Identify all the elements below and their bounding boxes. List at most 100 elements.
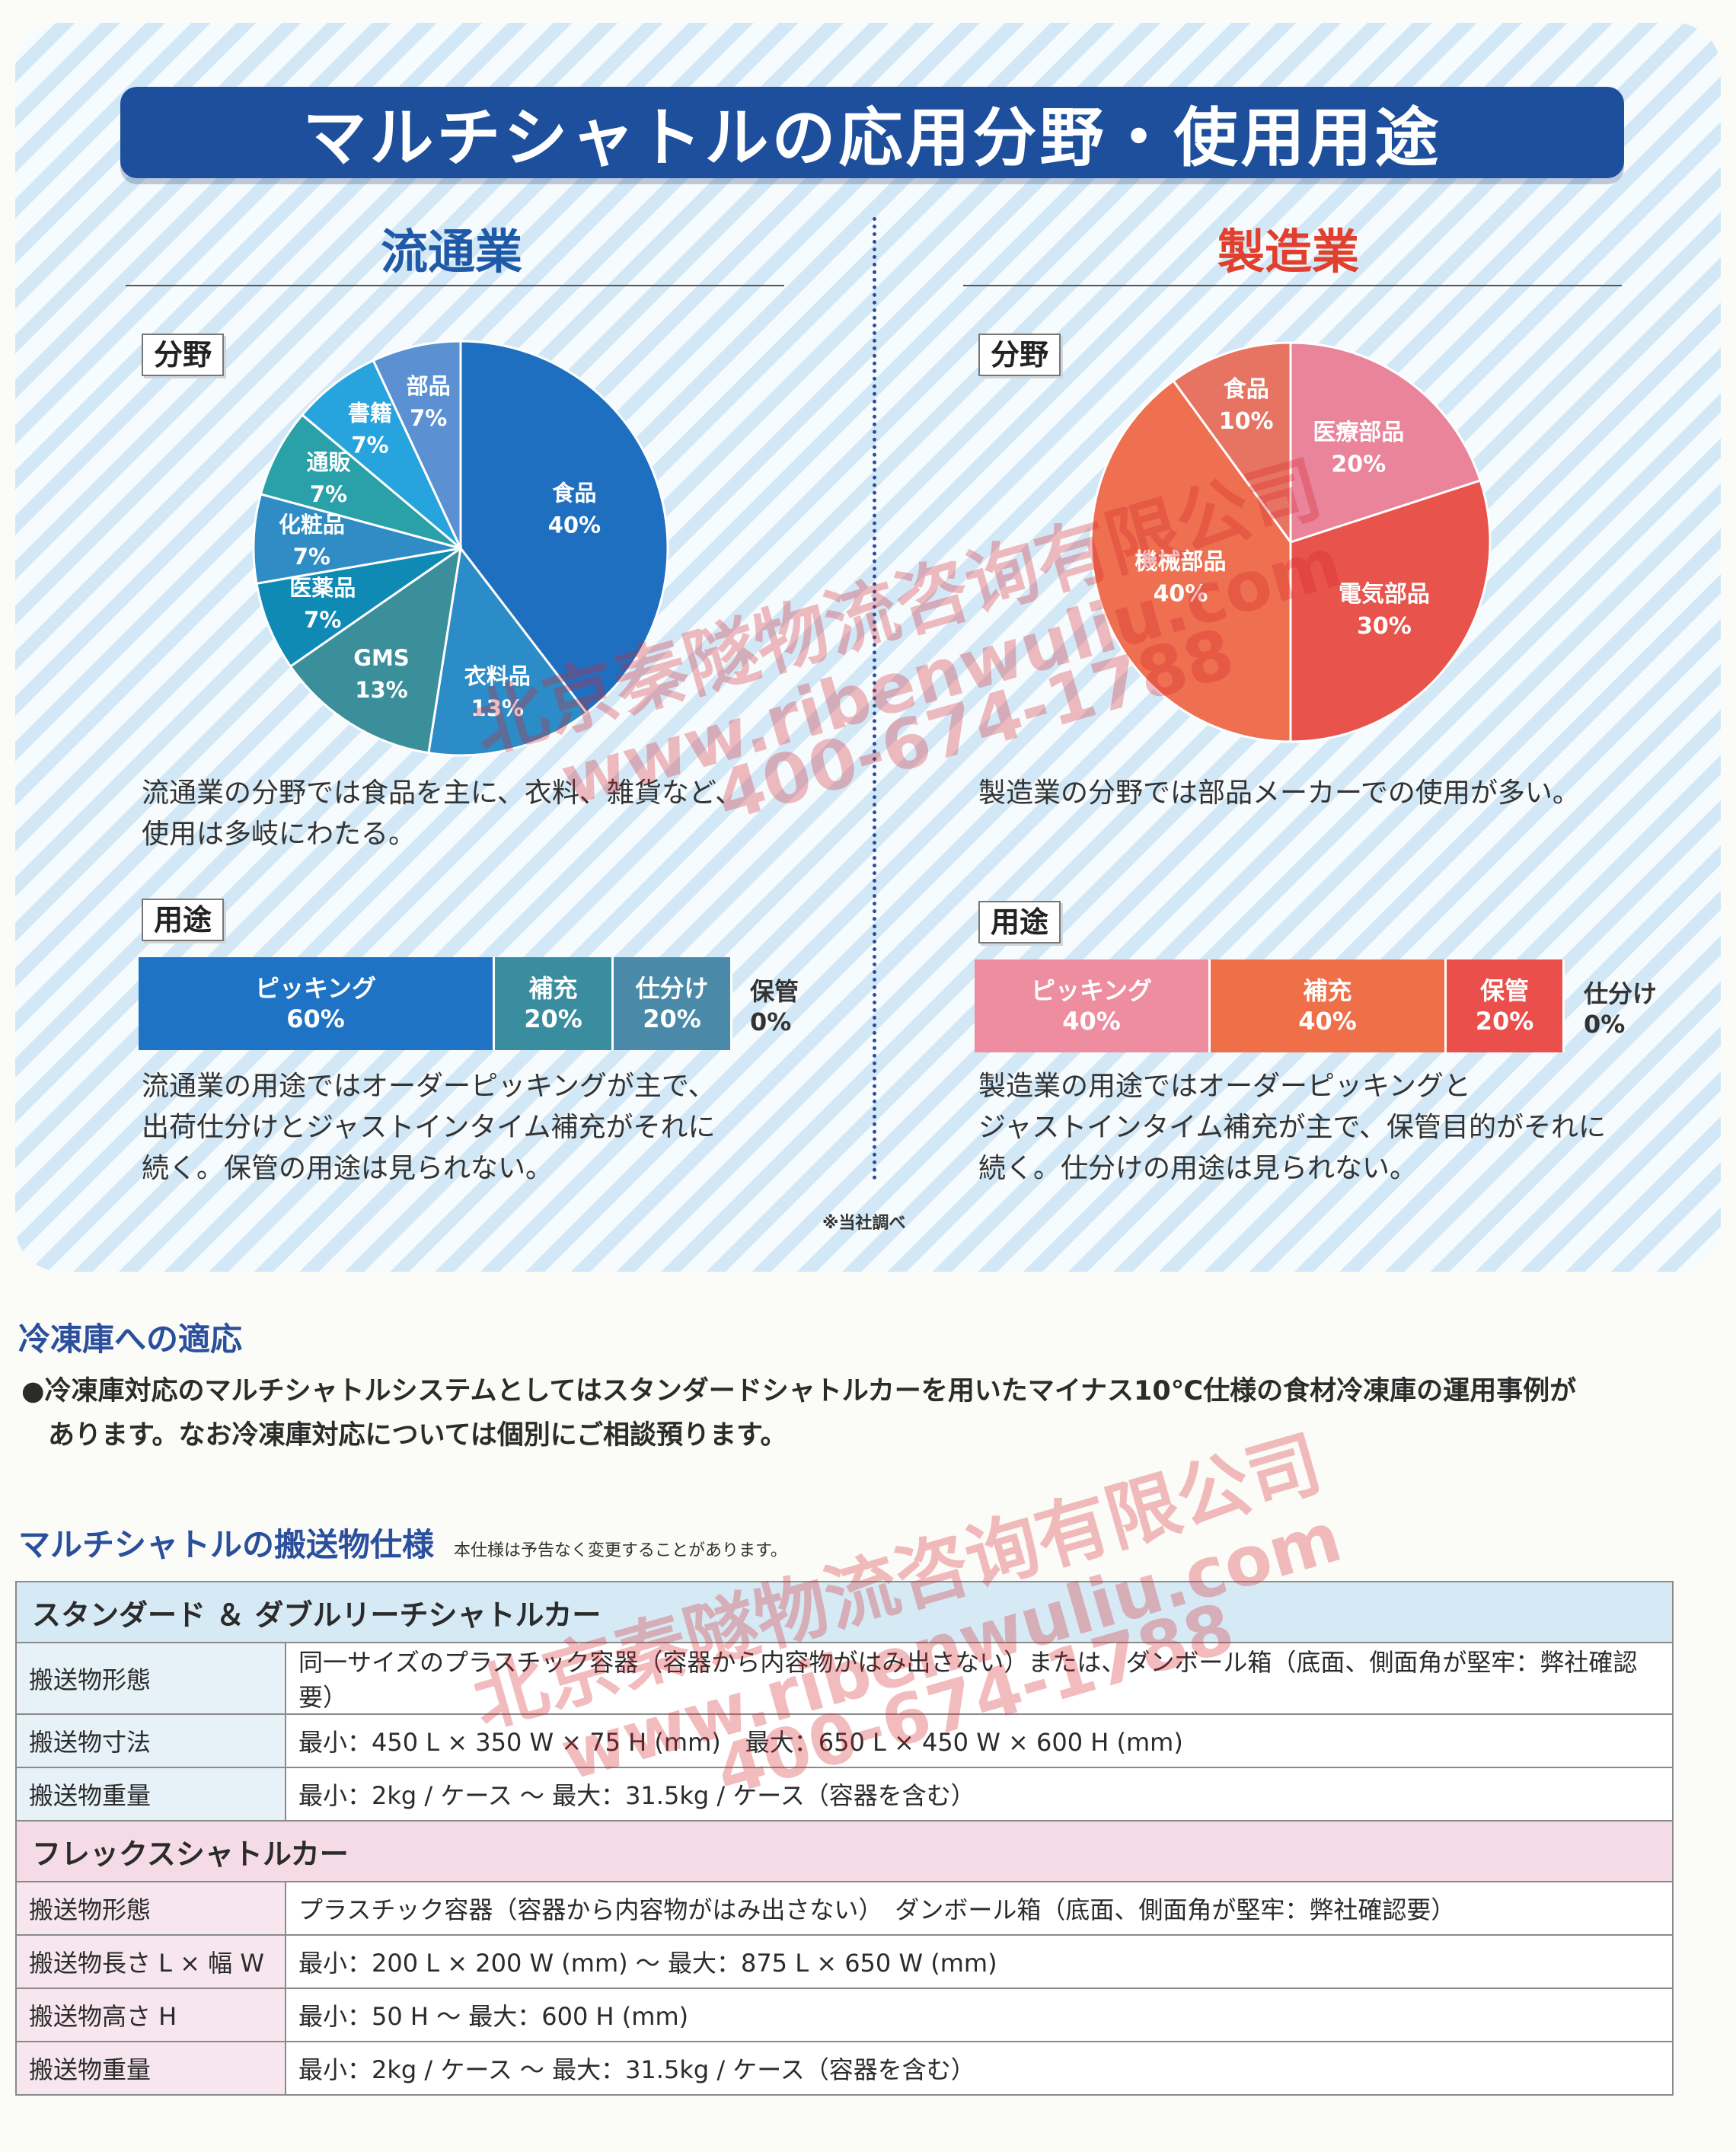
distribution-pie-slice-value: 40% (548, 512, 601, 538)
distribution-pie-slice (255, 547, 461, 669)
manufacturing-description: 製造業の分野では部品メーカーでの使用が多い。 (978, 773, 1580, 814)
distribution-pie-slice-label: 書籍 (348, 400, 392, 426)
manufacturing-use-description-line: ジャストインタイム補充が主で、保管目的がそれに (978, 1112, 1607, 1143)
spec-row-value: 最小：2kg / ケース 〜 最大：31.5kg / ケース（容器を含む） (285, 2041, 1674, 2096)
spec-row-label: 搬送物寸法 (15, 1713, 286, 1768)
spec-row-value: 最小：50 H 〜 最大：600 H (mm) (285, 1988, 1674, 2042)
distribution-pie-slice-label: 通販 (306, 449, 351, 475)
manufacturing-heading: 製造業 (1217, 224, 1359, 279)
manufacturing-bar-outside-label: 仕分け 0% (1584, 979, 1657, 1039)
distribution-use-description-line: 続く。保管の用途は見られない。 (142, 1153, 554, 1184)
spec-group-header: スタンダード ＆ ダブルリーチシャトルカー (15, 1581, 1674, 1643)
manufacturing-usage-bar: ピッキング 40% 補充 40% 保管 20% (975, 959, 1565, 1052)
manufacturing-pie-slice (1289, 479, 1492, 743)
distribution-rule (126, 285, 784, 286)
manufacturing-pie-slice-value: 40% (1154, 580, 1208, 607)
spec-group-header: フレックスシャトルカー (15, 1820, 1674, 1882)
manufacturing-bar-segment: 保管 20% (1447, 959, 1565, 1052)
distribution-bar-segment-label: 補充 (528, 974, 578, 1003)
distribution-pie-slice-label: 食品 (552, 480, 596, 506)
manufacturing-bar-outside-value: 0% (1584, 1010, 1626, 1039)
freezer-text: ●冷凍庫対応のマルチシャトルシステムとしてはスタンダードシャトルカーを用いたマイ… (21, 1369, 1576, 1458)
manufacturing-pie-slice-label: 機械部品 (1134, 548, 1226, 575)
spec-row-value: 最小：200 L × 200 W (mm) 〜 最大：875 L × 650 W… (285, 1934, 1674, 1989)
manufacturing-pie-slice-label: 食品 (1224, 376, 1269, 403)
distribution-heading: 流通業 (380, 224, 522, 279)
manufacturing-pie-chart: 医療部品 20% 電気部品 30% 機械部品 40% 食品 10% (1090, 341, 1492, 743)
manufacturing-use-description-line: 続く。仕分けの用途は見られない。 (978, 1153, 1418, 1184)
spec-row-label: 搬送物重量 (15, 2041, 286, 2096)
distribution-pie-slice (300, 359, 462, 550)
manufacturing-pie-slice-label: 医療部品 (1313, 420, 1404, 446)
distribution-use-tag: 用途 (142, 899, 225, 941)
distribution-use-description-line: 流通業の用途ではオーダーピッキングが主で、 (142, 1071, 716, 1102)
manufacturing-pie-slice-value: 10% (1219, 408, 1274, 435)
spec-row: 搬送物形態 プラスチック容器（容器から内容物がはみ出さない） ダンボール箱（底面、… (15, 1881, 1674, 1936)
manufacturing-description-line: 製造業の分野では部品メーカーでの使用が多い。 (978, 777, 1580, 809)
distribution-description-line: 使用は多岐にわたる。 (142, 819, 416, 850)
distribution-bar-segment-value: 60% (286, 1004, 345, 1033)
manufacturing-bar-segment-label: 保管 (1479, 976, 1529, 1005)
distribution-description: 流通業の分野では食品を主に、衣料、雑貨など、 使用は多岐にわたる。 (142, 773, 742, 855)
distribution-pie-slice-value: 7% (293, 544, 330, 570)
distribution-pie-slice (252, 493, 461, 586)
distribution-use-description: 流通業の用途ではオーダーピッキングが主で、 出荷仕分けとジャストインタイム補充が… (142, 1066, 715, 1189)
manufacturing-use-description-line: 製造業の用途ではオーダーピッキングと (978, 1071, 1471, 1102)
spec-row: 搬送物高さ H 最小：50 H 〜 最大：600 H (mm) (15, 1988, 1674, 2042)
distribution-pie-slice-value: 7% (310, 481, 347, 507)
distribution-usage-bar: ピッキング 60% 補充 20% 仕分け 20% (139, 957, 732, 1050)
manufacturing-pie-slice (1171, 341, 1292, 546)
manufacturing-rule (963, 285, 1622, 286)
manufacturing-pie-slice (1090, 378, 1292, 743)
spec-row-value: 最小：450 L × 350 W × 75 H (mm) 最大：650 L × … (285, 1713, 1674, 1768)
distribution-bar-segment-value: 20% (524, 1004, 582, 1033)
distribution-pie-slice-value: 7% (304, 607, 341, 633)
spec-row-label: 搬送物形態 (15, 1642, 286, 1715)
manufacturing-bar-outside-name: 仕分け (1584, 979, 1658, 1008)
spec-row-value: 同一サイズのプラスチック容器（容器から内容物がはみ出さない）または、ダンボール箱… (285, 1642, 1674, 1715)
distribution-bar-segment-label: ピッキング (254, 974, 377, 1003)
page-title: マルチシャトルの応用分野・使用用途 (120, 87, 1624, 178)
spec-row: 搬送物重量 最小：2kg / ケース 〜 最大：31.5kg / ケース（容器を含… (15, 2041, 1674, 2096)
distribution-pie-slice (372, 340, 462, 549)
distribution-bar-outside-name: 保管 (750, 977, 799, 1006)
distribution-pie-slice-label: 衣料品 (464, 663, 531, 689)
distribution-pie-slice (259, 413, 461, 550)
column-divider (873, 217, 876, 1180)
spec-row: 搬送物長さ L × 幅 W 最小：200 L × 200 W (mm) 〜 最大：… (15, 1934, 1674, 1989)
manufacturing-pie-slice (1289, 341, 1482, 544)
manufacturing-bar-segment-value: 40% (1298, 1007, 1357, 1036)
spec-row-label: 搬送物重量 (15, 1767, 286, 1822)
distribution-bar-outside-value: 0% (750, 1007, 792, 1036)
distribution-bar-segment-value: 20% (643, 1004, 701, 1033)
distribution-bar-segment: 仕分け 20% (614, 957, 732, 1050)
spec-row-value: プラスチック容器（容器から内容物がはみ出さない） ダンボール箱（底面、側面角が堅… (285, 1881, 1674, 1936)
spec-table: スタンダード ＆ ダブルリーチシャトルカー 搬送物形態 同一サイズのプラスチック容器… (15, 1581, 1674, 2096)
distribution-pie-slice (459, 340, 669, 715)
spec-heading-text: マルチシャトルの搬送物仕様 (18, 1526, 435, 1563)
freezer-text-line: ●冷凍庫対応のマルチシャトルシステムとしてはスタンダードシャトルカーを用いたマイ… (21, 1376, 1577, 1406)
manufacturing-bar-segment-label: ピッキング (1030, 976, 1153, 1005)
freezer-text-line: あります。なお冷凍庫対応については個別にご相談預ります。 (21, 1420, 787, 1451)
spec-note: 本仕様は予告なく変更することがあります。 (454, 1541, 787, 1560)
distribution-pie-slice (289, 545, 463, 755)
manufacturing-use-tag: 用途 (978, 901, 1061, 943)
manufacturing-bar-segment-value: 40% (1062, 1007, 1121, 1036)
spec-row: 搬送物形態 同一サイズのプラスチック容器（容器から内容物がはみ出さない）または、ダ… (15, 1642, 1674, 1715)
manufacturing-pie-slice-value: 30% (1357, 613, 1412, 640)
manufacturing-bar-segment: 補充 40% (1211, 959, 1447, 1052)
distribution-pie-slice-label: 部品 (407, 373, 451, 399)
distribution-pie-slice-label: 医薬品 (289, 575, 356, 601)
spec-row-value: 最小：2kg / ケース 〜 最大：31.5kg / ケース（容器を含む） (285, 1767, 1674, 1822)
spec-row-label: 搬送物高さ H (15, 1988, 286, 2042)
source-note: ※当社調べ (822, 1214, 906, 1233)
spec-group-name: フレックスシャトルカー (15, 1820, 1674, 1882)
spec-row-label: 搬送物長さ L × 幅 W (15, 1934, 286, 1989)
distribution-pie-slice-value: 13% (471, 695, 524, 721)
distribution-pie-slice (427, 545, 589, 757)
distribution-description-line: 流通業の分野では食品を主に、衣料、雑貨など、 (142, 777, 743, 809)
manufacturing-field-tag: 分野 (978, 334, 1061, 376)
distribution-bar-outside-label: 保管 0% (750, 976, 799, 1037)
spec-row-label: 搬送物形態 (15, 1881, 286, 1936)
manufacturing-bar-segment-label: 補充 (1303, 976, 1352, 1005)
